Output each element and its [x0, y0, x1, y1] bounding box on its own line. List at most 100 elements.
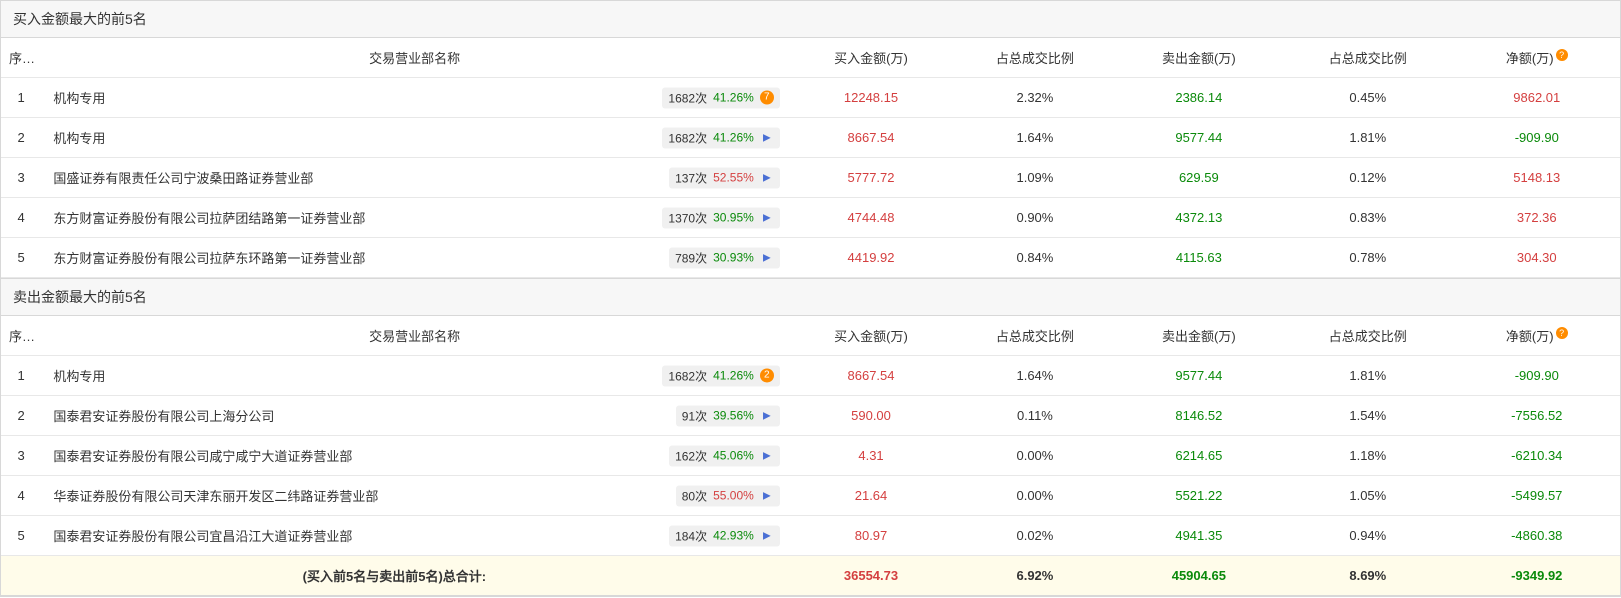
badge-count: 789次 [675, 249, 707, 266]
cell-sell-pct: 0.12% [1282, 158, 1453, 198]
badge-pct: 42.93% [713, 529, 754, 543]
table-row: 2机构专用1682次41.26%▶8667.541.64%9577.441.81… [1, 118, 1620, 158]
info-icon[interactable]: ? [1556, 327, 1568, 339]
dept-name[interactable]: 机构专用 [53, 88, 105, 107]
play-icon[interactable]: ▶ [760, 489, 774, 503]
stats-badge[interactable]: 789次 30.93% ▶ [669, 247, 780, 268]
cell-buy: 80.97 [788, 516, 954, 556]
stats-badge[interactable]: 91次39.56%▶ [676, 405, 780, 426]
cell-buy-pct: 0.02% [954, 516, 1115, 556]
total-sell-pct: 8.69% [1282, 556, 1453, 596]
data-table: 序号交易营业部名称买入金额(万)占总成交比例卖出金额(万)占总成交比例净额(万)… [1, 38, 1620, 278]
header-row: 序号交易营业部名称买入金额(万)占总成交比例卖出金额(万)占总成交比例净额(万)… [1, 316, 1620, 356]
badge-pct: 41.26% [713, 91, 754, 105]
dept-name[interactable]: 机构专用 [53, 128, 105, 147]
badge-count: 184次 [675, 527, 707, 544]
table-row: 3国盛证券有限责任公司宁波桑田路证券营业部137次52.55%▶5777.721… [1, 158, 1620, 198]
header-buy-pct: 占总成交比例 [954, 38, 1115, 78]
cell-buy: 8667.54 [788, 356, 954, 396]
play-icon[interactable]: ▶ [760, 529, 774, 543]
table-row: 2国泰君安证券股份有限公司上海分公司91次39.56%▶590.000.11%8… [1, 396, 1620, 436]
cell-net: 372.36 [1454, 198, 1620, 238]
badge-pct: 41.26% [713, 369, 754, 383]
cell-net: 304.30 [1454, 238, 1620, 278]
table-row: 5东方财富证券股份有限公司拉萨东环路第一证券营业部789次30.93%▶4419… [1, 238, 1620, 278]
table-row: 4 华泰证券股份有限公司天津东丽开发区二纬路证券营业部 80次55.00%▶ 21.6… [1, 476, 1620, 516]
table-row: 3国泰君安证券股份有限公司咸宁咸宁大道证券营业部162次45.06%▶4.310… [1, 436, 1620, 476]
section-1: 卖出金额最大的前5名序号交易营业部名称买入金额(万)占总成交比例卖出金额(万)占… [0, 279, 1621, 597]
total-buy: 36554.73 [788, 556, 954, 596]
total-label: (买入前5名与卖出前5名)总合计: [1, 556, 788, 596]
stats-badge[interactable]: 80次55.00%▶ [676, 485, 780, 506]
cell-sell: 9577.44 [1116, 118, 1282, 158]
stats-badge[interactable]: 137次52.55%▶ [669, 167, 780, 188]
badge-count: 80次 [682, 487, 707, 504]
play-icon[interactable]: ▶ [760, 131, 774, 145]
rank-badge-icon[interactable]: 2 [760, 369, 774, 383]
cell-sell-pct: 1.81% [1282, 118, 1453, 158]
info-icon[interactable]: ? [1556, 49, 1568, 61]
badge-pct: 30.93% [713, 251, 754, 265]
dept-name[interactable]: 东方财富证券股份有限公司拉萨团结路第一证券营业部 [53, 208, 365, 227]
play-icon[interactable]: ▶ [760, 409, 774, 423]
header-name: 交易营业部名称 [41, 38, 787, 78]
cell-seq: 2 [1, 118, 41, 158]
header-sell-pct: 占总成交比例 [1282, 38, 1453, 78]
play-icon[interactable]: ▶ [760, 251, 774, 265]
cell-sell: 4941.35 [1116, 516, 1282, 556]
header-net: 净额(万)? [1454, 38, 1620, 78]
stats-badge[interactable]: 1682次41.26%▶ [662, 127, 779, 148]
cell-buy-pct: 1.09% [954, 158, 1115, 198]
badge-pct: 39.56% [713, 409, 754, 423]
badge-count: 1682次 [668, 89, 707, 106]
stats-badge[interactable]: 1682次 41.26% 7 [662, 87, 779, 108]
cell-sell: 4115.63 [1116, 238, 1282, 278]
play-icon[interactable]: ▶ [760, 449, 774, 463]
cell-sell-pct: 1.05% [1282, 476, 1453, 516]
cell-sell: 629.59 [1116, 158, 1282, 198]
cell-sell-pct: 0.45% [1282, 78, 1453, 118]
cell-name: 国盛证券有限责任公司宁波桑田路证券营业部 137次52.55%▶ [41, 158, 787, 198]
cell-buy: 21.64 [788, 476, 954, 516]
play-icon[interactable]: ▶ [760, 211, 774, 225]
badge-count: 1370次 [668, 209, 707, 226]
dept-name[interactable]: 国泰君安证券股份有限公司咸宁咸宁大道证券营业部 [53, 446, 352, 465]
cell-sell: 8146.52 [1116, 396, 1282, 436]
play-icon[interactable]: ▶ [760, 171, 774, 185]
header-buy: 买入金额(万) [788, 316, 954, 356]
header-buy: 买入金额(万) [788, 38, 954, 78]
cell-sell-pct: 1.81% [1282, 356, 1453, 396]
cell-buy-pct: 1.64% [954, 118, 1115, 158]
cell-buy-pct: 2.32% [954, 78, 1115, 118]
cell-seq: 4 [1, 476, 41, 516]
total-sell: 45904.65 [1116, 556, 1282, 596]
stats-badge[interactable]: 1682次41.26%2 [662, 365, 779, 386]
cell-seq: 2 [1, 396, 41, 436]
cell-sell: 9577.44 [1116, 356, 1282, 396]
cell-sell-pct: 0.78% [1282, 238, 1453, 278]
cell-buy: 590.00 [788, 396, 954, 436]
cell-name: 国泰君安证券股份有限公司上海分公司91次39.56%▶ [41, 396, 787, 436]
cell-seq: 5 [1, 238, 41, 278]
dept-name[interactable]: 国泰君安证券股份有限公司宜昌沿江大道证券营业部 [53, 526, 352, 545]
cell-net: -4860.38 [1454, 516, 1620, 556]
cell-seq: 4 [1, 198, 41, 238]
dept-name[interactable]: 华泰证券股份有限公司天津东丽开发区二纬路证券营业部 [53, 486, 378, 505]
rank-badge-icon[interactable]: 7 [760, 91, 774, 105]
dept-name[interactable]: 国泰君安证券股份有限公司上海分公司 [53, 406, 274, 425]
stats-badge[interactable]: 1370次30.95%▶ [662, 207, 779, 228]
dept-name[interactable]: 国盛证券有限责任公司宁波桑田路证券营业部 [53, 168, 313, 187]
header-sell: 卖出金额(万) [1116, 38, 1282, 78]
header-net-label: 净额(万) [1506, 51, 1554, 66]
cell-buy-pct: 0.11% [954, 396, 1115, 436]
dept-name[interactable]: 机构专用 [53, 366, 105, 385]
cell-name: 东方财富证券股份有限公司拉萨东环路第一证券营业部 789次 30.93% ▶ [41, 238, 787, 278]
cell-net: -6210.34 [1454, 436, 1620, 476]
stats-badge[interactable]: 184次 42.93% ▶ [669, 525, 780, 546]
header-net-label: 净额(万) [1506, 329, 1554, 344]
data-table: 序号交易营业部名称买入金额(万)占总成交比例卖出金额(万)占总成交比例净额(万)… [1, 316, 1620, 596]
stats-badge[interactable]: 162次45.06%▶ [669, 445, 780, 466]
badge-pct: 41.26% [713, 131, 754, 145]
cell-name: 东方财富证券股份有限公司拉萨团结路第一证券营业部 1370次30.95%▶ [41, 198, 787, 238]
dept-name[interactable]: 东方财富证券股份有限公司拉萨东环路第一证券营业部 [53, 248, 365, 267]
